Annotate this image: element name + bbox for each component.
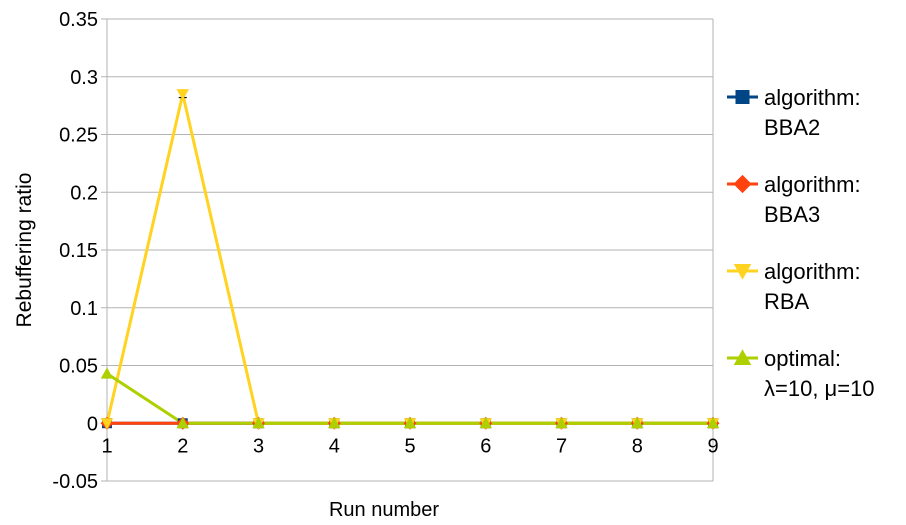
series-line-algorithm-rba [105,92,713,425]
gridlines [107,18,713,482]
x-tick-label: 6 [480,435,491,457]
data-point-algorithm-rba [176,89,189,101]
x-tick-label: 8 [632,435,643,457]
legend-label: λ=10, μ=10 [764,376,875,401]
y-tick-labels: -0.05 0 0.05 0.1 0.15 0.2 0.25 0.3 0.35 [52,9,98,493]
data-point-optimal-10-10 [252,417,265,429]
data-point-optimal-10-10 [328,417,341,429]
y-tick-label: 0.2 [70,182,98,204]
series-markers [100,89,720,430]
x-tick-label: 2 [177,435,188,457]
x-tick-label: 3 [253,435,264,457]
x-tick-label: 4 [329,435,340,457]
legend-label: RBA [764,289,810,314]
y-tick-label: 0.15 [59,240,98,262]
data-point-optimal-10-10 [631,417,644,429]
legend: algorithm: BBA2 algorithm: BBA3 algorithm: RB… [727,85,875,401]
x-tick-label: 7 [556,435,567,457]
legend-label: optimal: [764,346,841,371]
data-point-optimal-10-10 [176,417,189,429]
data-point-optimal-10-10 [479,417,492,429]
legend-marker-algorithm-bba2 [735,90,750,104]
series-lines [105,90,713,425]
legend-marker-optimal-10-10 [733,349,752,365]
x-tick-label: 1 [101,435,112,457]
legend-label: algorithm: [764,85,861,110]
legend-marker-algorithm-bba3 [733,174,752,194]
y-axis-title: Rebuffering ratio [13,173,36,328]
y-tick-label: 0 [87,413,98,435]
legend-label: algorithm: [764,259,861,284]
legend-label: BBA2 [764,115,820,140]
y-tick-label: 0.3 [70,67,98,89]
x-tick-label: 5 [404,435,415,457]
legend-label: BBA3 [764,202,820,227]
y-tick-label: 0.35 [59,9,98,31]
series-line-optimal-10-10 [106,372,713,425]
data-point-optimal-10-10 [100,367,114,379]
x-tick-label: 9 [707,435,718,457]
data-point-optimal-10-10 [706,417,720,429]
data-point-algorithm-rba [100,418,114,430]
y-tick-label: 0.1 [70,298,98,320]
x-tick-labels: 1 2 3 4 5 6 7 8 9 [101,435,718,457]
legend-marker-algorithm-rba [733,264,752,280]
data-point-optimal-10-10 [555,417,568,429]
x-axis-title: Run number [329,499,439,521]
legend-label: algorithm: [764,172,861,197]
data-point-optimal-10-10 [403,417,417,429]
y-tick-label: 0.25 [59,125,98,147]
y-tick-label: 0.05 [59,356,98,378]
y-tick-label: -0.05 [52,471,98,493]
